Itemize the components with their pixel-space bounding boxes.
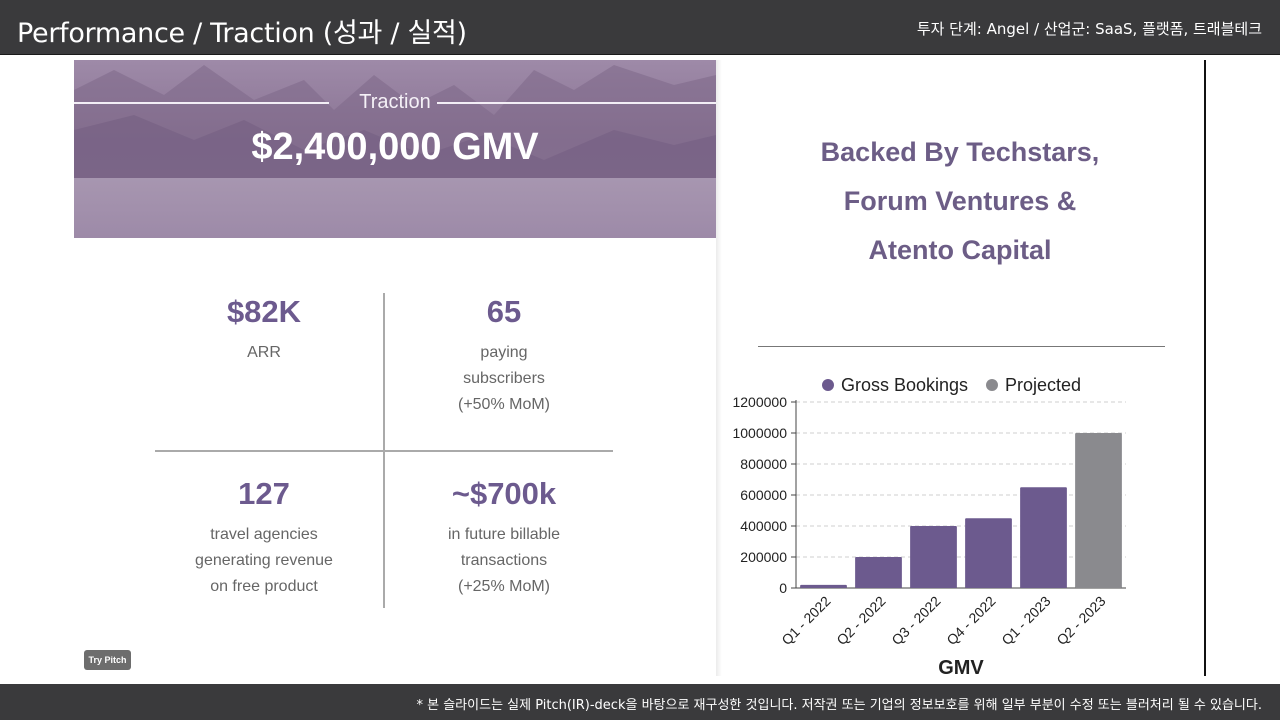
legend-marker [822, 379, 834, 391]
y-tick-label: 1000000 [732, 425, 787, 441]
stat-value: 65 [486, 294, 522, 329]
bar-gross-bookings [1020, 487, 1067, 588]
stat-value: 127 [238, 476, 290, 511]
stat-value: $82K [226, 294, 302, 329]
bar-gross-bookings [965, 518, 1012, 588]
gmv-bar-chart: 0 200000 400000 600000 800000 1000000 1200000 Q… [732, 375, 1126, 679]
page-title: Performance / Traction (성과 / 실적) [17, 18, 467, 49]
x-tick-label: Q2 - 2022 [833, 593, 888, 648]
header-bar: Performance / Traction (성과 / 실적) 투자 단계: … [0, 0, 1280, 55]
backers-line: Atento Capital [868, 235, 1052, 265]
stat-description: ARR [144, 340, 384, 366]
x-tick-label: Q1 - 2022 [778, 593, 833, 648]
traction-banner: Traction $2,400,000 GMV [74, 60, 716, 238]
banner-rule-left [74, 102, 329, 104]
stat-line: in future billable [447, 526, 561, 543]
stat-line: transactions [460, 552, 548, 569]
y-tick-label: 400000 [740, 518, 787, 534]
traction-label: Traction [359, 91, 431, 113]
legend-label: Gross Bookings [841, 375, 968, 395]
y-tick-label: 600000 [740, 487, 787, 503]
stat-line: generating revenue [195, 552, 333, 569]
bar-gross-bookings [910, 526, 957, 588]
try-pitch-button[interactable]: Try Pitch [84, 650, 131, 670]
investment-meta: 투자 단계: Angel / 산업군: SaaS, 플랫폼, 트래블테크 [916, 20, 1262, 38]
backers-statement: Backed By Techstars, Forum Ventures & At… [760, 128, 1160, 275]
gmv-value: $2,400,000 GMV [251, 126, 539, 168]
stat-line: on free product [210, 578, 318, 595]
stat-value: ~$700k [451, 476, 557, 511]
y-tick-label: 0 [779, 580, 787, 596]
x-tick-label: Q1 - 2023 [998, 593, 1053, 648]
stat-line: (+50% MoM) [457, 396, 551, 413]
stat-arr: $82K ARR [144, 294, 384, 366]
x-tick-label: Q3 - 2022 [888, 593, 943, 648]
stat-description: paying subscribers (+50% MoM) [384, 340, 624, 418]
stat-line: subscribers [463, 370, 545, 387]
stat-description: travel agencies generating revenue on fr… [144, 522, 384, 600]
x-tick-label: Q4 - 2022 [943, 593, 998, 648]
stat-billable: ~$700k in future billable transactions (… [384, 476, 624, 600]
backers-line: Backed By Techstars, [820, 137, 1100, 167]
x-tick-label: Q2 - 2023 [1053, 593, 1108, 648]
slide-right-border [1204, 60, 1206, 676]
bar-gross-bookings [855, 557, 902, 588]
footer-bar: * 본 슬라이드는 실제 Pitch(IR)-deck을 바탕으로 재구성한 것… [0, 684, 1280, 720]
stat-line: travel agencies [210, 526, 318, 543]
y-tick-label: 200000 [740, 549, 787, 565]
stat-line: paying [480, 344, 528, 361]
bar-gross-bookings [800, 584, 847, 588]
banner-rule-right [437, 102, 716, 104]
stat-line: ARR [247, 344, 281, 361]
x-axis-title: GMV [938, 657, 984, 679]
stat-line: (+25% MoM) [457, 578, 551, 595]
y-tick-label: 800000 [740, 456, 787, 472]
section-separator [758, 346, 1165, 347]
mountain-background [74, 65, 716, 180]
stats-divider-horizontal [155, 450, 613, 452]
bar-projected [1075, 433, 1122, 588]
stat-description: in future billable transactions (+25% Mo… [384, 522, 624, 600]
legend-label: Projected [1005, 375, 1081, 395]
footer-note: * 본 슬라이드는 실제 Pitch(IR)-deck을 바탕으로 재구성한 것… [416, 698, 1263, 713]
stat-subscribers: 65 paying subscribers (+50% MoM) [384, 294, 624, 418]
panel-shadow [716, 60, 722, 676]
legend-marker [986, 379, 998, 391]
y-tick-label: 1200000 [732, 394, 787, 410]
backers-line: Forum Ventures & [843, 186, 1077, 216]
lake-background [74, 178, 716, 238]
stat-agencies: 127 travel agencies generating revenue o… [144, 476, 384, 600]
